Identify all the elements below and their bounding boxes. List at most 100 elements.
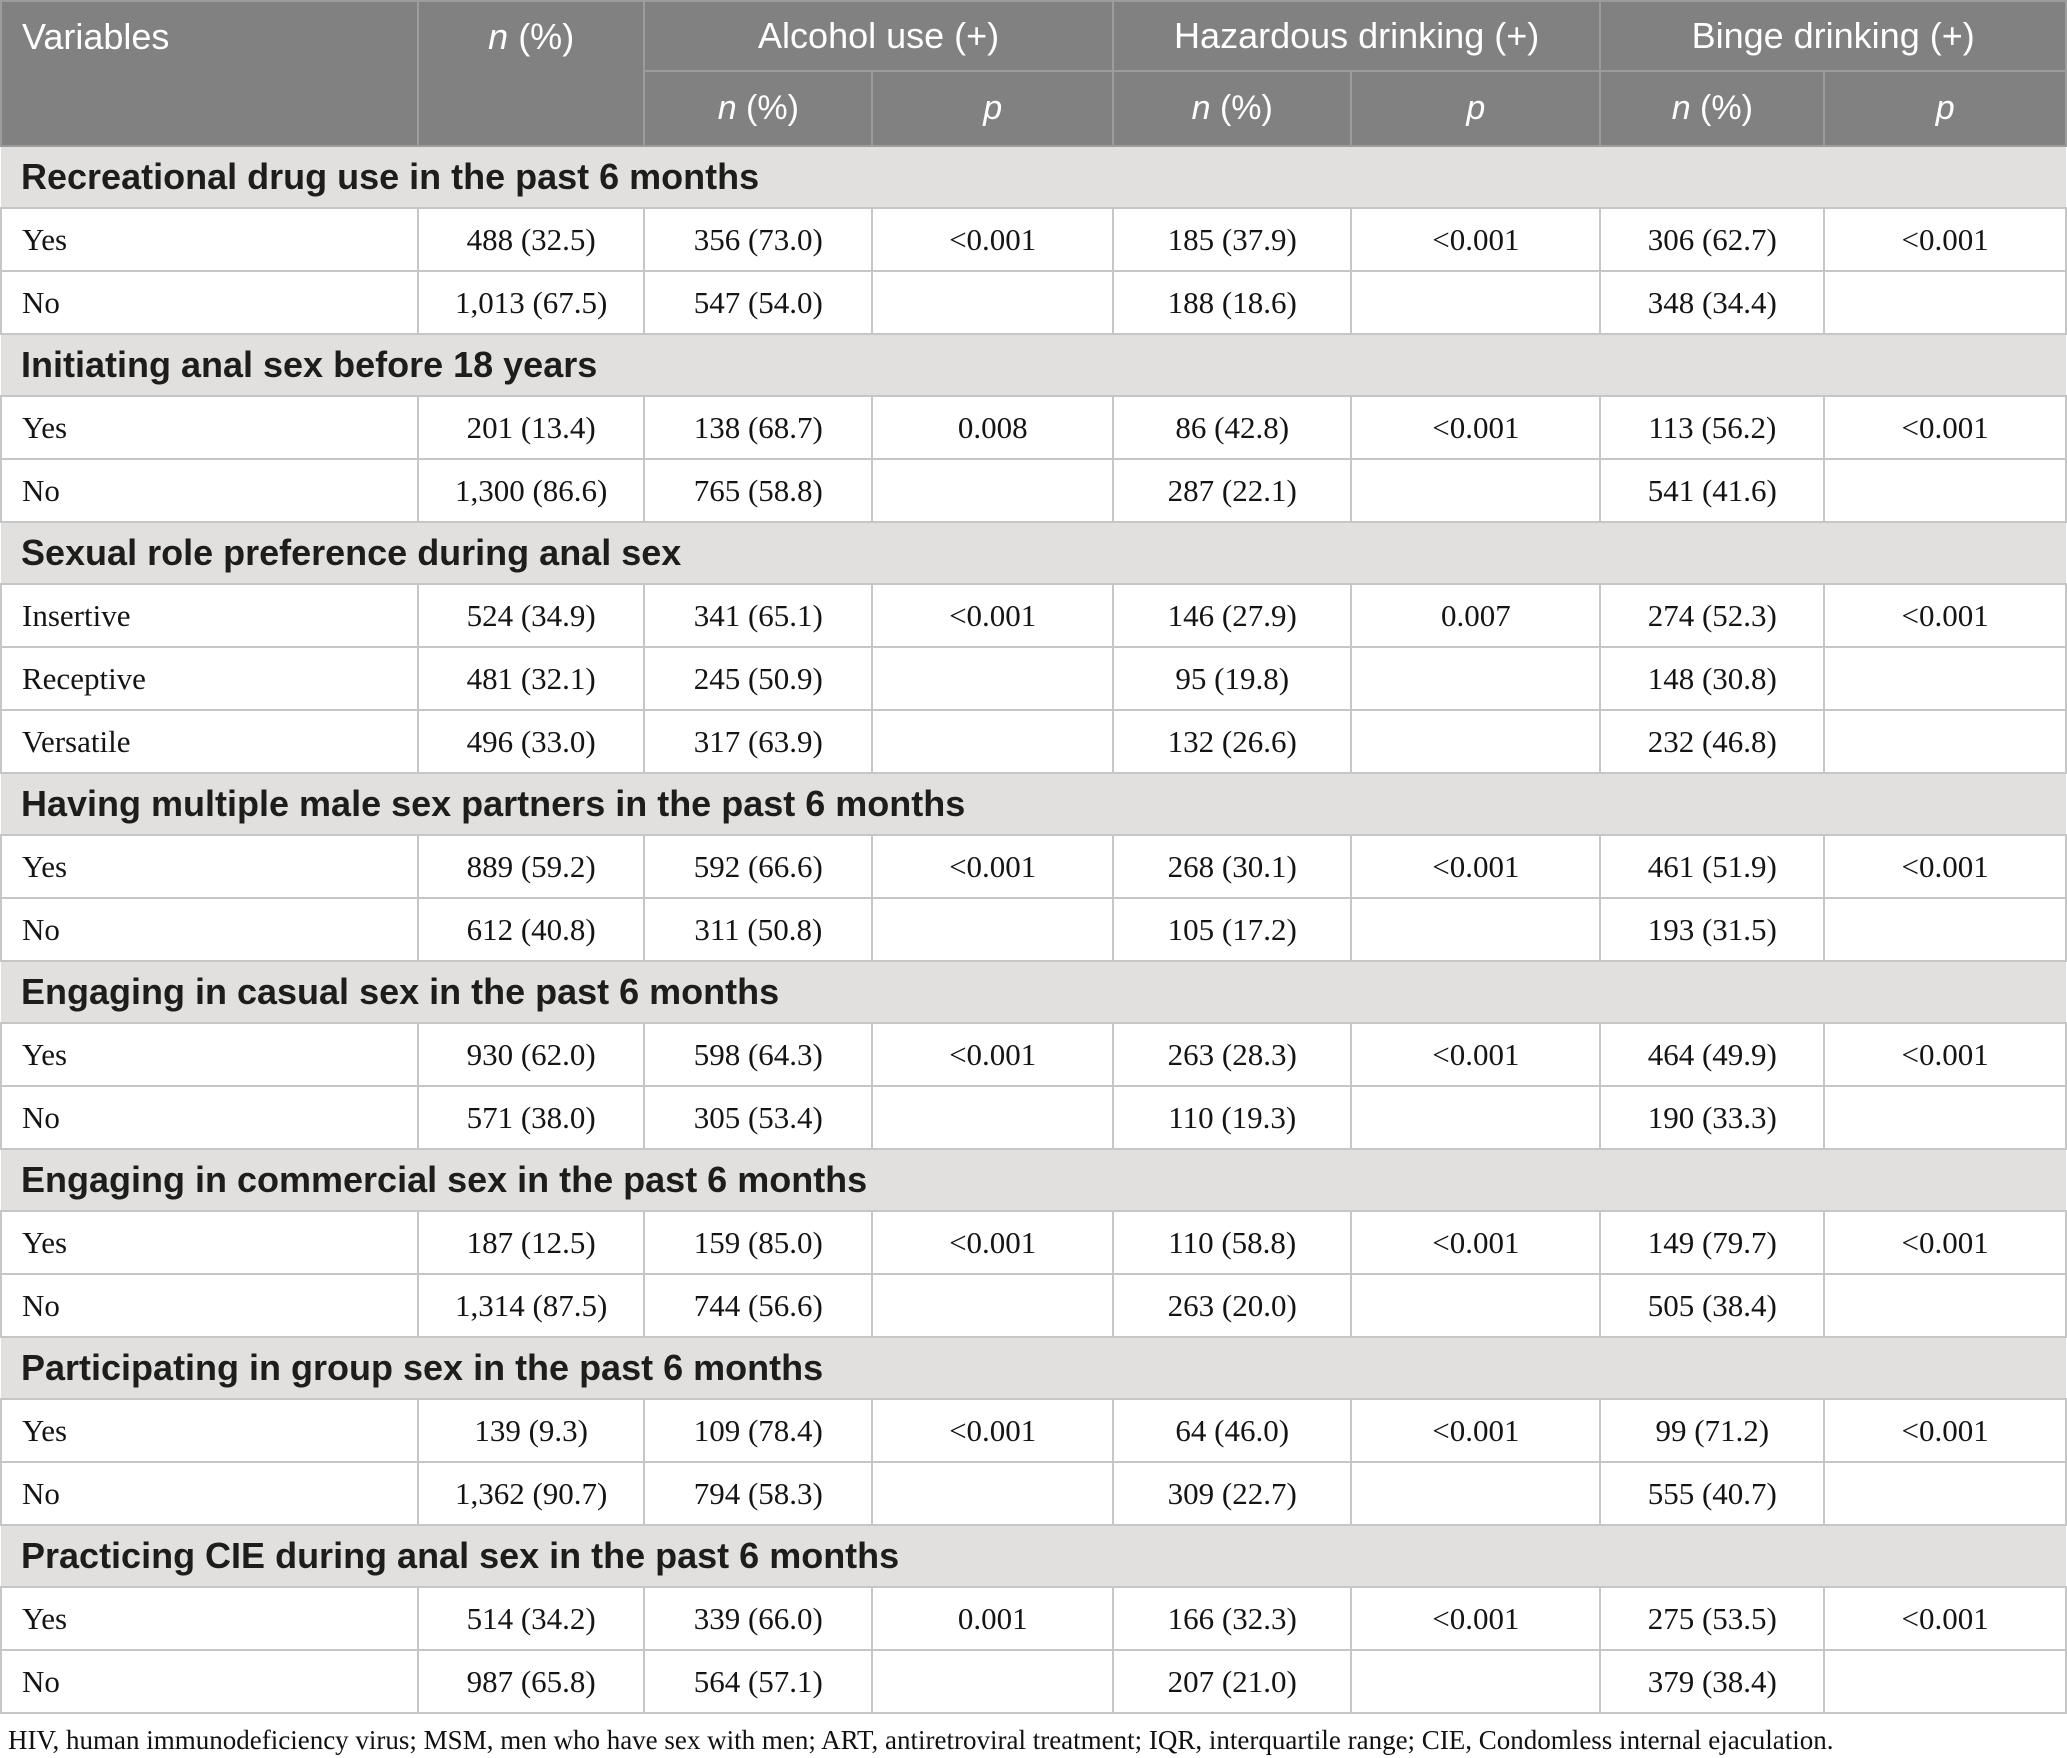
cell-alcohol-p	[871, 1461, 1114, 1526]
cell-alcohol-p	[871, 458, 1114, 523]
cell-alcohol-p	[871, 1085, 1114, 1150]
cell-hazardous-n-pct: 268 (30.1)	[1111, 834, 1353, 899]
cell-hazardous-n-pct: 105 (17.2)	[1111, 897, 1353, 962]
column-header-variables: Variables	[0, 0, 420, 147]
cell-binge-n-pct: 274 (52.3)	[1599, 583, 1826, 648]
table-row: No 1,013 (67.5) 547 (54.0) 188 (18.6) 348 (3…	[0, 270, 2067, 335]
row-label: Yes	[0, 1586, 420, 1651]
cell-alcohol-n-pct: 159 (85.0)	[643, 1210, 874, 1275]
section-row: Having multiple male sex partners in the…	[1, 772, 2066, 836]
cell-alcohol-p	[871, 897, 1114, 962]
cell-binge-p: <0.001	[1823, 583, 2067, 648]
cell-binge-p: <0.001	[1823, 1398, 2067, 1463]
cell-hazardous-p	[1350, 1273, 1602, 1338]
cell-hazardous-n-pct: 263 (20.0)	[1111, 1273, 1353, 1338]
cell-binge-p	[1823, 270, 2067, 335]
cell-hazardous-p: 0.007	[1350, 583, 1602, 648]
group-header-hazardous-drinking: Hazardous drinking (+)	[1111, 0, 1602, 72]
cell-alcohol-n-pct: 245 (50.9)	[643, 646, 874, 711]
cell-n-pct: 496 (33.0)	[417, 709, 646, 774]
cell-hazardous-n-pct: 64 (46.0)	[1111, 1398, 1353, 1463]
cell-n-pct: 1,362 (90.7)	[417, 1461, 646, 1526]
cell-hazardous-p: <0.001	[1350, 1022, 1602, 1087]
cell-hazardous-p	[1350, 646, 1602, 711]
table-row: No 1,362 (90.7) 794 (58.3) 309 (22.7) 555 (4…	[0, 1461, 2067, 1526]
cell-hazardous-p: <0.001	[1350, 834, 1602, 899]
cell-alcohol-p: <0.001	[871, 1210, 1114, 1275]
n-italic: n	[717, 89, 737, 127]
cell-alcohol-n-pct: 341 (65.1)	[643, 583, 874, 648]
cell-alcohol-n-pct: 356 (73.0)	[643, 207, 874, 272]
cell-binge-p: <0.001	[1823, 1586, 2067, 1651]
cell-n-pct: 488 (32.5)	[417, 207, 646, 272]
cell-hazardous-p: <0.001	[1350, 1210, 1602, 1275]
n-italic: n	[1671, 89, 1691, 127]
row-label: Versatile	[0, 709, 420, 774]
section-row: Engaging in commercial sex in the past 6…	[1, 1148, 2066, 1212]
cell-binge-n-pct: 275 (53.5)	[1599, 1586, 1826, 1651]
table-row: No 987 (65.8) 564 (57.1) 207 (21.0) 379 (38.…	[0, 1649, 2067, 1714]
cell-hazardous-p: <0.001	[1350, 1398, 1602, 1463]
cell-alcohol-p: <0.001	[871, 834, 1114, 899]
cell-hazardous-p	[1350, 458, 1602, 523]
row-label: Yes	[0, 395, 420, 460]
cell-hazardous-n-pct: 263 (28.3)	[1111, 1022, 1353, 1087]
section-title: Having multiple male sex partners in the…	[1, 772, 2066, 836]
cell-hazardous-n-pct: 86 (42.8)	[1111, 395, 1353, 460]
cell-binge-n-pct: 379 (38.4)	[1599, 1649, 1826, 1714]
row-label: No	[0, 1461, 420, 1526]
row-label: Yes	[0, 1210, 420, 1275]
cell-binge-n-pct: 464 (49.9)	[1599, 1022, 1826, 1087]
table-row: No 571 (38.0) 305 (53.4) 110 (19.3) 190 (33.…	[0, 1085, 2067, 1150]
cell-n-pct: 987 (65.8)	[417, 1649, 646, 1714]
cell-n-pct: 139 (9.3)	[417, 1398, 646, 1463]
cell-n-pct: 187 (12.5)	[417, 1210, 646, 1275]
cell-n-pct: 889 (59.2)	[417, 834, 646, 899]
cell-binge-n-pct: 461 (51.9)	[1599, 834, 1826, 899]
section-title: Sexual role preference during anal sex	[1, 521, 2066, 585]
section-title: Recreational drug use in the past 6 mont…	[1, 145, 2066, 209]
cell-alcohol-n-pct: 598 (64.3)	[643, 1022, 874, 1087]
row-label: No	[0, 897, 420, 962]
group-header-alcohol-use: Alcohol use (+)	[643, 0, 1114, 72]
table-row: Yes 201 (13.4) 138 (68.7) 0.008 86 (42.8) <0.…	[0, 395, 2067, 460]
cell-alcohol-p	[871, 1649, 1114, 1714]
section-row: Recreational drug use in the past 6 mont…	[1, 145, 2066, 209]
subheader-binge-n-pct: n (%)	[1599, 70, 1826, 147]
cell-binge-p	[1823, 458, 2067, 523]
cell-hazardous-p: <0.001	[1350, 395, 1602, 460]
section-row: Practicing CIE during anal sex in the pa…	[1, 1524, 2066, 1588]
cell-hazardous-n-pct: 309 (22.7)	[1111, 1461, 1353, 1526]
table-row: Receptive 481 (32.1) 245 (50.9) 95 (19.8) 14…	[0, 646, 2067, 711]
cell-hazardous-n-pct: 185 (37.9)	[1111, 207, 1353, 272]
cell-binge-p: <0.001	[1823, 834, 2067, 899]
pct-rest: (%)	[508, 16, 575, 57]
cell-alcohol-n-pct: 765 (58.8)	[643, 458, 874, 523]
cell-hazardous-n-pct: 207 (21.0)	[1111, 1649, 1353, 1714]
cell-n-pct: 571 (38.0)	[417, 1085, 646, 1150]
cell-hazardous-n-pct: 166 (32.3)	[1111, 1586, 1353, 1651]
cell-alcohol-n-pct: 138 (68.7)	[643, 395, 874, 460]
cell-binge-n-pct: 190 (33.3)	[1599, 1085, 1826, 1150]
subheader-hazardous-n-pct: n (%)	[1111, 70, 1353, 147]
subheader-hazardous-p: p	[1350, 70, 1602, 147]
table-body: Recreational drug use in the past 6 mont…	[0, 145, 2067, 1714]
pct-rest: (%)	[1210, 89, 1273, 127]
cell-hazardous-n-pct: 287 (22.1)	[1111, 458, 1353, 523]
cell-hazardous-n-pct: 188 (18.6)	[1111, 270, 1353, 335]
cell-binge-p: <0.001	[1823, 207, 2067, 272]
cell-binge-p: <0.001	[1823, 1022, 2067, 1087]
cell-hazardous-p	[1350, 1085, 1602, 1150]
row-label: Yes	[0, 207, 420, 272]
section-title: Initiating anal sex before 18 years	[1, 333, 2066, 397]
cell-binge-p	[1823, 1461, 2067, 1526]
cell-alcohol-n-pct: 744 (56.6)	[643, 1273, 874, 1338]
cell-n-pct: 612 (40.8)	[417, 897, 646, 962]
table-row: Yes 488 (32.5) 356 (73.0) <0.001 185 (37.9) <…	[0, 207, 2067, 272]
row-label: No	[0, 1085, 420, 1150]
cell-hazardous-p: <0.001	[1350, 1586, 1602, 1651]
cell-alcohol-p: 0.008	[871, 395, 1114, 460]
cell-binge-n-pct: 555 (40.7)	[1599, 1461, 1826, 1526]
cell-binge-p: <0.001	[1823, 1210, 2067, 1275]
cell-hazardous-p	[1350, 1649, 1602, 1714]
